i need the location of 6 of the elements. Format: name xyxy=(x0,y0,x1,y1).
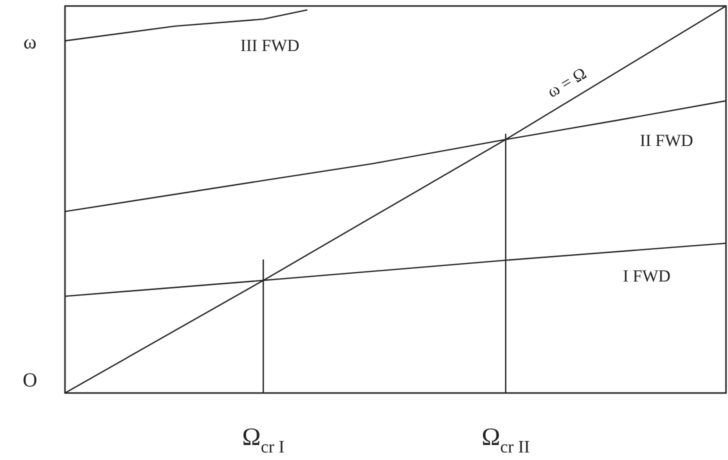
text: ω = Ω xyxy=(544,64,590,102)
series-label: I FWD xyxy=(622,266,671,286)
text: O xyxy=(22,369,38,392)
series-label: III FWD xyxy=(240,36,300,56)
series-label: II FWD xyxy=(640,130,694,150)
y-axis-title: ω xyxy=(23,31,37,54)
